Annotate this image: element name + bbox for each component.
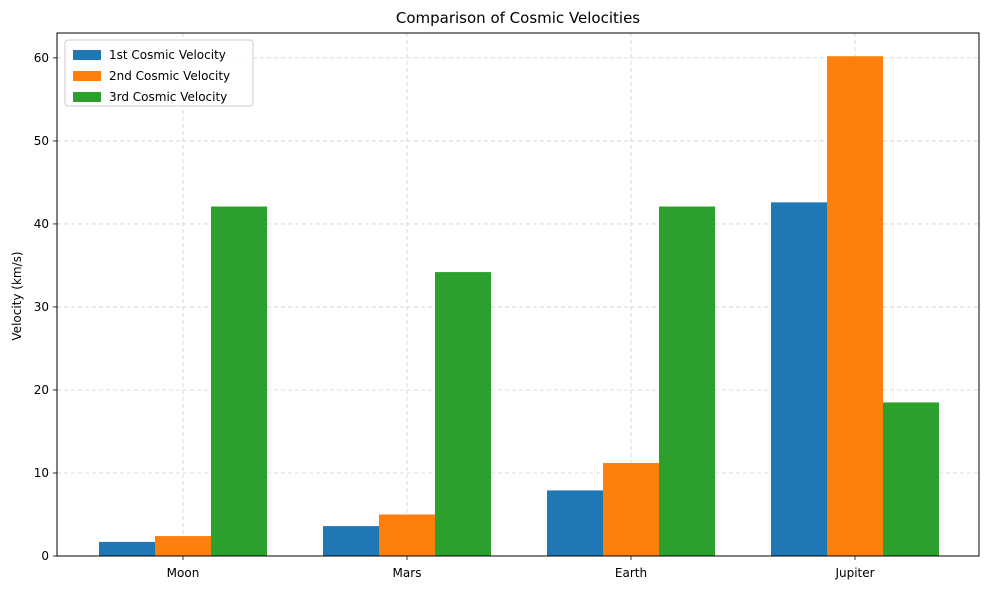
- x-tick-label: Mars: [393, 566, 422, 580]
- bar: [827, 56, 883, 556]
- bar: [211, 206, 267, 556]
- legend-box: [64, 39, 254, 107]
- bar: [379, 514, 435, 556]
- legend: 1st Cosmic Velocity 2nd Cosmic Velocity 3r…: [64, 39, 254, 107]
- bars-group: [99, 56, 939, 556]
- bar: [771, 202, 827, 556]
- x-tick-label: Moon: [167, 566, 200, 580]
- x-tick-label: Earth: [615, 566, 647, 580]
- legend-swatch: [73, 92, 101, 102]
- bar: [547, 490, 603, 556]
- x-tick-label: Jupiter: [834, 566, 874, 580]
- bar: [323, 526, 379, 556]
- legend-label: 3rd Cosmic Velocity: [109, 90, 227, 104]
- legend-swatch: [73, 71, 101, 81]
- bar: [435, 272, 491, 556]
- bar: [659, 206, 715, 556]
- bar: [603, 463, 659, 556]
- bar: [883, 402, 939, 556]
- y-tick-label: 60: [34, 51, 49, 65]
- bar: [155, 536, 211, 556]
- bar: [99, 541, 155, 556]
- plot-area-frame: [56, 32, 980, 557]
- y-tick-label: 10: [34, 466, 49, 480]
- y-tick-label: 0: [41, 549, 49, 563]
- legend-swatch: [73, 50, 101, 60]
- y-axis: 0 10 20 30 40 50 60: [34, 51, 57, 563]
- x-axis: Moon Mars Earth Jupiter: [167, 556, 875, 580]
- y-axis-label: Velocity (km/s): [10, 251, 24, 340]
- legend-label: 2nd Cosmic Velocity: [109, 69, 230, 83]
- chart-title: Comparison of Cosmic Velocities: [396, 9, 640, 27]
- legend-label: 1st Cosmic Velocity: [109, 48, 226, 62]
- y-tick-label: 40: [34, 217, 49, 231]
- y-tick-label: 30: [34, 300, 49, 314]
- y-tick-label: 20: [34, 383, 49, 397]
- y-tick-label: 50: [34, 134, 49, 148]
